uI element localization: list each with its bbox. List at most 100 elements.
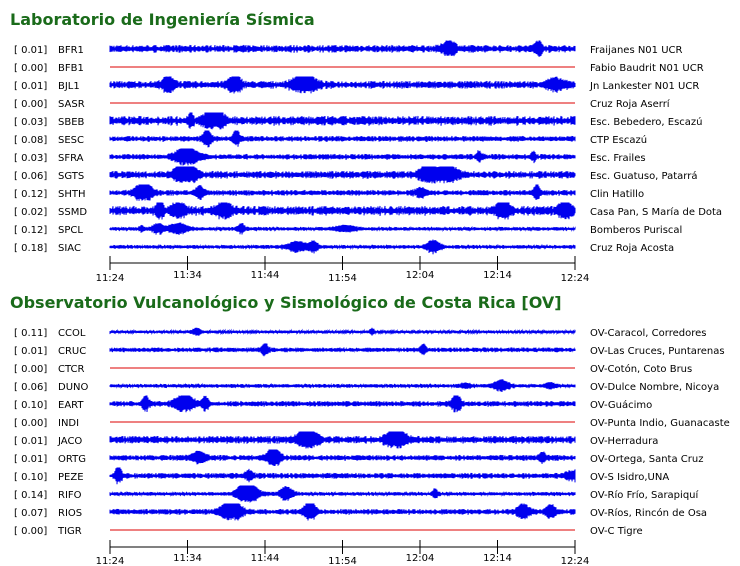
time-tick-label: 12:14: [483, 553, 512, 564]
time-tick-label: 11:44: [251, 553, 280, 564]
trace-value-label: [ 0.07]: [14, 508, 47, 519]
station-site-label: OV-Cotón, Coto Brus: [590, 363, 692, 375]
trace-value-label: [ 0.06]: [14, 382, 47, 393]
trace-value-label: [ 0.12]: [14, 225, 47, 236]
seismic-trace: [109, 166, 576, 184]
station-code-label: SIAC: [58, 243, 81, 254]
station-site-label: Esc. Bebedero, Escazú: [590, 116, 703, 128]
station-site-label: Fabio Baudrit N01 UCR: [590, 63, 704, 74]
section-title-ov: Observatorio Vulcanológico y Sismológico…: [10, 293, 562, 312]
time-tick-label: 12:24: [561, 556, 590, 566]
time-tick-label: 11:44: [251, 270, 280, 281]
station-site-label: Clin Hatillo: [590, 189, 644, 200]
station-site-label: CTP Escazú: [590, 134, 647, 146]
station-code-label: RIOS: [58, 508, 82, 519]
seismic-trace: [109, 222, 576, 236]
seismic-trace: [109, 148, 576, 166]
trace-value-label: [ 0.18]: [14, 243, 47, 254]
seismic-trace: [109, 431, 576, 449]
trace-value-label: [ 0.01]: [14, 454, 47, 465]
trace-value-label: [ 0.12]: [14, 189, 47, 200]
time-tick-label: 12:24: [561, 273, 590, 284]
time-tick-label: 11:34: [173, 553, 202, 564]
station-code-label: PEZE: [58, 472, 84, 483]
time-tick-label: 11:24: [96, 556, 125, 566]
trace-value-label: [ 0.00]: [14, 418, 47, 429]
trace-value-label: [ 0.14]: [14, 490, 47, 501]
seismic-trace: [109, 485, 576, 503]
station-site-label: Cruz Roja Acosta: [590, 243, 674, 254]
time-tick-label: 12:04: [406, 553, 435, 564]
station-site-label: OV-S Isidro,UNA: [590, 472, 669, 483]
station-code-label: BFB1: [58, 63, 84, 74]
trace-value-label: [ 0.02]: [14, 207, 47, 218]
station-site-label: OV-Punta Indio, Guanacaste: [590, 418, 730, 429]
seismic-trace: [109, 503, 576, 521]
station-code-label: SHTH: [58, 189, 86, 200]
station-site-label: OV-C Tigre: [590, 526, 643, 537]
station-code-label: SASR: [58, 99, 85, 110]
seismic-trace: [109, 449, 576, 467]
seismic-trace: [109, 184, 576, 201]
seismic-trace: [109, 343, 576, 357]
station-code-label: CTCR: [58, 364, 84, 375]
seismic-trace: [109, 379, 576, 393]
section-title-lis: Laboratorio de Ingeniería Sísmica: [10, 10, 315, 29]
time-tick-label: 11:54: [328, 273, 357, 284]
station-code-label: BFR1: [58, 45, 84, 56]
trace-value-label: [ 0.08]: [14, 135, 47, 146]
trace-value-label: [ 0.06]: [14, 171, 47, 182]
station-site-label: OV-Herradura: [590, 436, 658, 447]
trace-value-label: [ 0.01]: [14, 346, 47, 357]
station-site-label: Fraijanes N01 UCR: [590, 45, 683, 56]
seismic-trace: [109, 239, 576, 255]
seismic-trace: [109, 202, 576, 220]
station-code-label: EART: [58, 400, 84, 411]
helicorder-section-0: [ 0.01] BFR1 Fraijanes N01 UCR [ 0.00] BFB1 F…: [14, 40, 722, 284]
station-site-label: Esc. Frailes: [590, 153, 646, 164]
time-tick-label: 12:04: [406, 270, 435, 281]
station-site-label: OV-Río Frío, Sarapiquí: [590, 489, 699, 501]
trace-value-label: [ 0.03]: [14, 153, 47, 164]
trace-value-label: [ 0.01]: [14, 45, 47, 56]
seismic-trace: [109, 40, 576, 57]
station-site-label: Jn Lankester N01 UCR: [589, 81, 699, 92]
station-code-label: SPCL: [58, 225, 83, 236]
trace-value-label: [ 0.00]: [14, 63, 47, 74]
trace-value-label: [ 0.10]: [14, 472, 47, 483]
station-site-label: OV-Guácimo: [590, 399, 652, 411]
station-code-label: DUNO: [58, 382, 89, 393]
seismic-trace: [109, 467, 576, 485]
station-site-label: Casa Pan, S María de Dota: [590, 206, 722, 218]
time-tick-label: 12:14: [483, 270, 512, 281]
seismic-trace: [109, 395, 576, 413]
time-tick-label: 11:24: [96, 273, 125, 284]
time-tick-label: 11:54: [328, 556, 357, 566]
station-site-label: OV-Las Cruces, Puntarenas: [590, 346, 725, 357]
helicorder-section-1: [ 0.11] CCOL OV-Caracol, Corredores [ 0.01]…: [14, 327, 730, 566]
seismic-trace: [109, 76, 576, 94]
station-code-label: BJL1: [58, 81, 80, 92]
station-site-label: OV-Dulce Nombre, Nicoya: [590, 382, 719, 393]
trace-value-label: [ 0.01]: [14, 81, 47, 92]
trace-value-label: [ 0.03]: [14, 117, 47, 128]
trace-value-label: [ 0.00]: [14, 526, 47, 537]
station-code-label: INDI: [58, 418, 79, 429]
station-code-label: RIFO: [58, 490, 82, 501]
station-code-label: CRUC: [58, 346, 86, 357]
station-code-label: SSMD: [58, 207, 87, 218]
station-site-label: OV-Ortega, Santa Cruz: [590, 454, 703, 465]
station-code-label: CCOL: [58, 328, 86, 339]
time-tick-label: 11:34: [173, 270, 202, 281]
station-code-label: SGTS: [58, 171, 84, 182]
seismic-trace: [109, 327, 576, 336]
station-site-label: OV-Caracol, Corredores: [590, 328, 706, 339]
station-code-label: SFRA: [58, 153, 84, 164]
station-site-label: Cruz Roja Aserrí: [590, 98, 671, 110]
trace-value-label: [ 0.00]: [14, 364, 47, 375]
station-site-label: Bomberos Puriscal: [590, 225, 682, 236]
station-site-label: Esc. Guatuso, Patarrá: [590, 170, 697, 182]
trace-value-label: [ 0.11]: [14, 328, 47, 339]
trace-value-label: [ 0.10]: [14, 400, 47, 411]
